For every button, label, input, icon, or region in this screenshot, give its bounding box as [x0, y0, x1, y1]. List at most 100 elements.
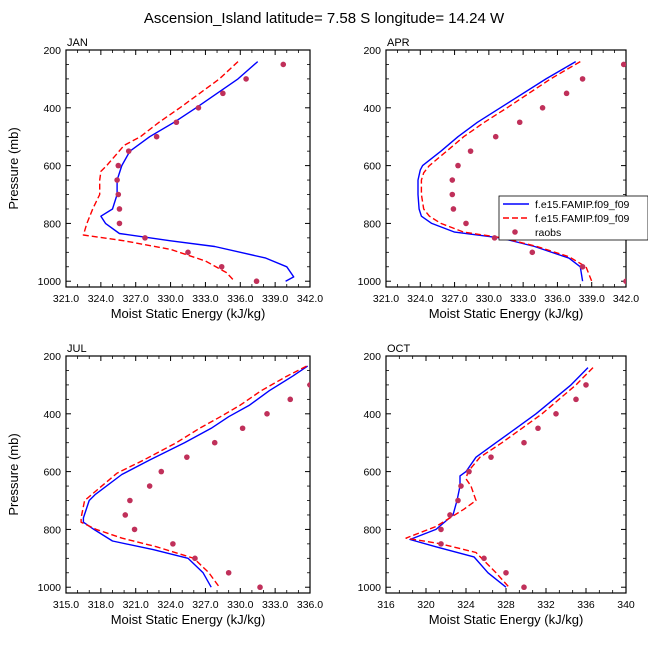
y-tick-label: 800	[363, 218, 381, 230]
data-point	[467, 148, 474, 154]
y-tick-label: 1000	[38, 582, 62, 594]
series-line-solid	[100, 61, 295, 282]
y-tick-label: 400	[43, 409, 61, 421]
data-point	[142, 235, 148, 241]
data-point	[583, 382, 589, 388]
legend-entry: f.e15.FAMIP.f09_f09	[535, 213, 630, 225]
x-tick-label: 324	[457, 599, 475, 611]
plot-data	[417, 60, 626, 285]
plot-frame	[65, 49, 311, 288]
data-point	[455, 497, 461, 504]
x-tick-label: 320	[417, 599, 435, 611]
x-axis-label: Moist Static Energy (kJ/kg)	[429, 306, 584, 321]
x-tick-label: 332	[537, 599, 555, 611]
y-tick-label: 200	[363, 45, 381, 57]
plot-frame	[65, 355, 311, 594]
data-point	[516, 119, 523, 126]
data-point	[125, 148, 132, 154]
plot-frame	[385, 49, 627, 288]
series-line-dashed	[405, 367, 594, 588]
y-tick-label: 400	[363, 103, 381, 115]
data-point	[573, 396, 579, 403]
figure-title: Ascension_Island latitude= 7.58 S longit…	[144, 10, 505, 27]
x-tick-label: 333.0	[510, 293, 536, 305]
data-point	[173, 119, 180, 126]
data-point	[539, 105, 546, 111]
data-point	[195, 105, 202, 111]
x-tick-label: 315.0	[53, 599, 79, 611]
data-point	[450, 206, 457, 212]
data-point	[220, 90, 226, 97]
y-tick-label: 200	[43, 351, 61, 363]
data-point	[131, 526, 138, 533]
x-tick-label: 327.0	[441, 293, 467, 305]
y-tick-label: 400	[363, 409, 381, 421]
data-point	[253, 278, 260, 285]
legend: f.e15.FAMIP.f09_f09 f.e15.FAMIP.f09_f09ra…	[498, 195, 648, 241]
legend-marker	[512, 229, 518, 235]
x-tick-label: 336.0	[544, 293, 570, 305]
series-line-solid	[409, 367, 589, 588]
x-tick-label: 316	[377, 599, 395, 611]
data-point	[579, 76, 586, 82]
plot-frame	[385, 355, 627, 594]
x-tick-label: 327.0	[192, 599, 218, 611]
data-point	[243, 76, 249, 82]
x-tick-label: 330.0	[476, 293, 502, 305]
data-point	[491, 235, 498, 241]
data-point	[114, 177, 120, 183]
x-tick-label: 324.0	[157, 599, 183, 611]
y-tick-label: 600	[363, 161, 381, 173]
data-point	[449, 191, 456, 198]
data-point	[521, 584, 527, 591]
x-tick-label: 339.0	[262, 293, 288, 305]
data-point	[481, 555, 487, 562]
data-point	[280, 61, 287, 68]
y-tick-label: 1000	[358, 582, 382, 594]
x-tick-label: 336.0	[297, 599, 323, 611]
y-axis-label: Pressure (mb)	[6, 127, 21, 209]
panel-label: OCT	[387, 343, 411, 355]
plot-data	[405, 367, 594, 591]
y-tick-label: 200	[43, 45, 61, 57]
legend-entry: raobs	[535, 227, 561, 239]
x-tick-label: 324.0	[88, 293, 114, 305]
chart-panel-oct: 316 320 324 328 332 336 340 200 400 600 800 1000 Moi…	[358, 343, 635, 627]
x-tick-label: 333.0	[262, 599, 288, 611]
y-tick-label: 600	[43, 161, 61, 173]
y-axis-label: Pressure (mb)	[6, 433, 21, 515]
data-point	[153, 133, 160, 140]
series-line-dashed	[82, 61, 239, 282]
y-tick-label: 400	[43, 103, 61, 115]
legend-entry: f.e15.FAMIP.f09_f09	[535, 199, 630, 211]
x-tick-label: 321.0	[123, 599, 149, 611]
chart-panel-apr: 321.0 324.0 327.0 330.0 333.0 336.0 339.0 342.0…	[358, 37, 648, 321]
data-point	[122, 512, 129, 518]
data-point	[623, 278, 626, 285]
data-point	[116, 220, 123, 227]
series-line-dashed	[420, 60, 593, 282]
data-point	[225, 569, 232, 576]
x-tick-label: 327.0	[123, 293, 149, 305]
data-point	[158, 468, 165, 475]
x-tick-label: 321.0	[53, 293, 79, 305]
plot-data	[80, 365, 310, 591]
chart-panel-jan: 321.0 324.0 327.0 330.0 333.0 336.0 339.0 342.0…	[6, 37, 323, 321]
x-axis-label: Moist Static Energy (kJ/kg)	[429, 612, 584, 627]
data-point	[170, 541, 176, 547]
y-tick-label: 200	[363, 351, 381, 363]
data-point	[521, 439, 527, 446]
x-tick-label: 324.0	[407, 293, 433, 305]
data-point	[307, 382, 310, 388]
plot-data	[82, 61, 295, 285]
data-point	[211, 439, 218, 446]
data-point	[115, 162, 122, 169]
y-tick-label: 800	[363, 524, 381, 536]
x-tick-label: 321.0	[373, 293, 399, 305]
x-tick-label: 336.0	[227, 293, 253, 305]
x-tick-label: 342.0	[297, 293, 323, 305]
y-tick-label: 800	[43, 524, 61, 536]
data-point	[115, 191, 122, 198]
data-point	[438, 541, 444, 547]
